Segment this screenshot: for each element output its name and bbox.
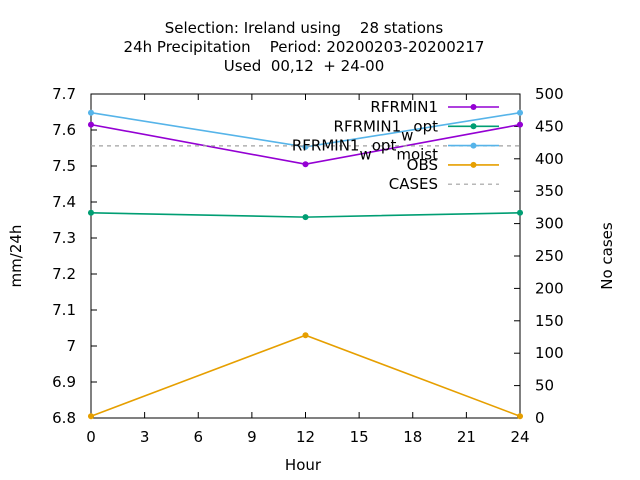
y-tick-label: 6.8 xyxy=(52,409,76,427)
y2-tick-label: 0 xyxy=(535,409,545,427)
x-tick-label: 21 xyxy=(457,428,476,446)
legend-label: RFRMIN1 xyxy=(370,98,438,116)
legend-marker xyxy=(470,142,477,149)
legend-marker xyxy=(470,161,477,168)
legend-label-part: w xyxy=(401,126,413,144)
y2-axis-label: No cases xyxy=(598,222,616,290)
legend-marker xyxy=(470,123,477,130)
legend: RFRMIN1RFRMIN1woptRFRMIN1woptmoistOBSCAS… xyxy=(292,98,499,193)
y2-tick-label: 50 xyxy=(535,377,554,395)
y2-tick-label: 200 xyxy=(535,279,564,297)
x-tick-label: 9 xyxy=(247,428,257,446)
y2-tick-label: 300 xyxy=(535,215,564,233)
x-axis-label: Hour xyxy=(285,456,322,474)
y-tick-label: 7.1 xyxy=(52,301,76,319)
y2-tick-label: 150 xyxy=(535,312,564,330)
y-tick-label: 7.6 xyxy=(52,121,76,139)
x-tick-label: 24 xyxy=(510,428,529,446)
axes: 0 3 6 9 12 15 18 21 24 6.8 6.9 7 7.1 7.2 7.3 7.4 7.5 7.6 7… xyxy=(52,85,564,446)
x-tick-label: 12 xyxy=(296,428,315,446)
y-tick-label: 6.9 xyxy=(52,373,76,391)
y-tick-label: 7.5 xyxy=(52,157,76,175)
chart-title: Selection: Ireland using 28 stations24h … xyxy=(124,19,485,75)
x-tick-label: 6 xyxy=(193,428,203,446)
legend-label: CASES xyxy=(389,175,438,193)
chart-title-line: Selection: Ireland using 28 stations xyxy=(165,19,444,37)
y-tick-label: 7.7 xyxy=(52,85,76,103)
legend-label: OBS xyxy=(407,156,438,174)
y2-tick-label: 350 xyxy=(535,182,564,200)
y-tick-label: 7 xyxy=(66,337,76,355)
legend-label-part: opt xyxy=(372,137,397,155)
legend-label-part: w xyxy=(359,146,371,164)
y2-tick-label: 450 xyxy=(535,117,564,135)
x-tick-label: 18 xyxy=(403,428,422,446)
y2-tick-label: 400 xyxy=(535,150,564,168)
x-tick-label: 15 xyxy=(350,428,369,446)
y-tick-label: 7.3 xyxy=(52,229,76,247)
y-axis-label: mm/24h xyxy=(7,225,25,288)
chart-title-line: Used 00,12 + 24-00 xyxy=(224,57,384,75)
y2-tick-label: 100 xyxy=(535,344,564,362)
y-tick-label: 7.2 xyxy=(52,265,76,283)
y-tick-label: 7.4 xyxy=(52,193,76,211)
chart-title-line: 24h Precipitation Period: 20200203-20200… xyxy=(124,38,485,56)
x-tick-label: 0 xyxy=(86,428,96,446)
legend-marker xyxy=(470,104,477,110)
series-layer xyxy=(88,109,523,420)
y2-tick-label: 500 xyxy=(535,85,564,103)
series-line-obs xyxy=(90,334,521,417)
legend-label-part: opt xyxy=(413,117,438,135)
y2-tick-label: 250 xyxy=(535,247,564,265)
legend-label-part: moist xyxy=(396,146,438,164)
x-tick-label: 3 xyxy=(140,428,150,446)
